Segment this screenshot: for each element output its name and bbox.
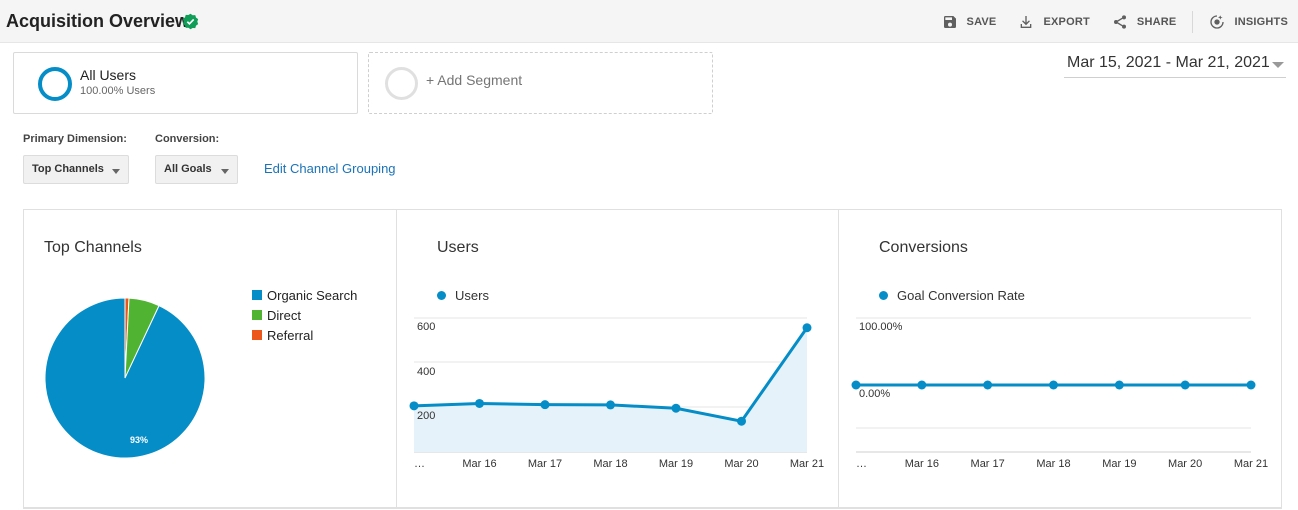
report-header: Acquisition Overview SAVE EXPORT SHARE I… — [0, 0, 1298, 43]
header-actions: SAVE EXPORT SHARE INSIGHTS — [920, 11, 1288, 33]
data-point — [1049, 380, 1058, 390]
insights-label: INSIGHTS — [1234, 16, 1288, 28]
data-point — [983, 380, 993, 390]
users-title: Users — [437, 239, 479, 256]
dropdown-caret-icon — [112, 169, 120, 174]
series-dot — [879, 291, 888, 300]
legend-swatch — [252, 310, 262, 320]
series-name: Users — [455, 288, 489, 303]
x-tick-label: Mar 21 — [1234, 458, 1268, 470]
x-tick-label: Mar 19 — [1102, 458, 1136, 470]
y-tick-label: 400 — [417, 366, 435, 378]
data-point — [1180, 380, 1190, 390]
x-tick-label: Mar 18 — [1036, 458, 1070, 470]
date-range-label: Mar 15, 2021 - Mar 21, 2021 — [1067, 54, 1270, 71]
x-tick-label: Mar 16 — [462, 458, 496, 470]
conversions-series-legend[interactable]: Goal Conversion Rate — [879, 288, 1025, 303]
series-dot — [437, 291, 446, 300]
y-tick-label: 200 — [417, 410, 435, 422]
x-tick-label: Mar 20 — [1168, 458, 1202, 470]
date-range-picker[interactable]: Mar 15, 2021 - Mar 21, 2021 — [1064, 54, 1286, 78]
x-tick-label: Mar 19 — [659, 458, 693, 470]
series-name: Goal Conversion Rate — [897, 288, 1025, 303]
add-segment-label: + Add Segment — [426, 72, 523, 88]
data-point — [606, 400, 615, 410]
x-tick-label: Mar 18 — [593, 458, 627, 470]
data-point — [1246, 380, 1256, 390]
x-tick-label: … — [414, 458, 425, 470]
series-area — [414, 327, 807, 452]
export-label: EXPORT — [1043, 16, 1090, 28]
y-tick-label: 600 — [417, 321, 435, 333]
overview-panel — [23, 209, 1282, 509]
add-segment-button[interactable]: + Add Segment — [368, 52, 713, 114]
page-title: Acquisition Overview — [6, 11, 190, 31]
export-button[interactable]: EXPORT — [1018, 14, 1090, 30]
insights-icon — [1210, 15, 1225, 29]
legend-label: Direct — [267, 307, 301, 323]
x-tick-label: … — [856, 458, 867, 470]
segment-ring-icon — [38, 67, 72, 101]
data-point — [540, 400, 550, 410]
conversion-dropdown[interactable]: All Goals — [155, 155, 238, 184]
x-tick-label: Mar 21 — [790, 458, 824, 470]
legend-label: Organic Search — [267, 287, 358, 303]
data-point — [802, 323, 812, 333]
empty-segment-ring-icon — [385, 67, 418, 100]
pie-data-label: 93% — [130, 435, 149, 445]
segment-all-users[interactable]: All Users 100.00% Users — [13, 52, 358, 114]
pie-legend: Organic Search Direct Referral — [252, 285, 357, 345]
legend-label: Referral — [267, 327, 314, 343]
share-button[interactable]: SHARE — [1112, 14, 1177, 30]
x-tick-label: Mar 20 — [724, 458, 758, 470]
save-label: SAVE — [966, 16, 997, 28]
data-point — [671, 403, 681, 413]
pane-divider — [396, 210, 397, 508]
segment-percentage: 100.00% Users — [80, 85, 156, 97]
actions-divider — [1192, 11, 1194, 33]
legend-item-direct[interactable]: Direct — [252, 305, 357, 325]
x-tick-label: Mar 17 — [971, 458, 1005, 470]
save-icon — [943, 16, 956, 28]
conversions-line-chart[interactable]: 100.00% 0.00% … Mar 16 Mar 17 Mar 18 Mar 19 Mar… — [845, 310, 1273, 480]
top-channels-title: Top Channels — [44, 239, 142, 256]
conversion-label: Conversion: — [155, 133, 220, 145]
legend-item-referral[interactable]: Referral — [252, 325, 357, 345]
insights-button[interactable]: INSIGHTS — [1209, 14, 1288, 30]
export-icon — [1021, 16, 1032, 28]
save-button[interactable]: SAVE — [942, 14, 997, 30]
pane-divider — [838, 210, 839, 508]
primary-dimension-value: Top Channels — [32, 163, 104, 175]
chevron-down-icon — [1272, 62, 1284, 68]
data-point — [1114, 380, 1124, 390]
verified-check-icon — [182, 13, 199, 30]
top-channels-pie-chart[interactable] — [44, 297, 206, 459]
y-tick-label: 0.00% — [859, 388, 890, 400]
legend-swatch — [252, 290, 262, 300]
edit-channel-grouping-link[interactable]: Edit Channel Grouping — [264, 161, 396, 176]
primary-dimension-dropdown[interactable]: Top Channels — [23, 155, 129, 184]
data-point — [737, 416, 746, 426]
users-line-chart[interactable]: 600 400 200 … Mar 16 Mar 17 Mar 18 Mar 19 Mar 20… — [405, 310, 830, 480]
dropdown-caret-icon — [221, 169, 229, 174]
primary-dimension-label: Primary Dimension: — [23, 133, 127, 145]
share-icon — [1113, 15, 1126, 29]
data-point — [917, 380, 927, 390]
x-tick-label: Mar 16 — [905, 458, 939, 470]
x-tick-label: Mar 17 — [528, 458, 562, 470]
pie-slice-organic-search — [44, 297, 206, 459]
data-point — [409, 401, 419, 411]
conversions-title: Conversions — [879, 239, 968, 256]
y-tick-label: 100.00% — [859, 321, 903, 333]
legend-swatch — [252, 330, 262, 340]
data-point — [851, 380, 861, 390]
data-point — [475, 398, 484, 408]
legend-item-organic-search[interactable]: Organic Search — [252, 285, 357, 305]
segment-name: All Users — [80, 67, 137, 83]
users-series-legend[interactable]: Users — [437, 288, 489, 303]
share-label: SHARE — [1136, 16, 1177, 28]
conversion-value: All Goals — [164, 163, 212, 175]
